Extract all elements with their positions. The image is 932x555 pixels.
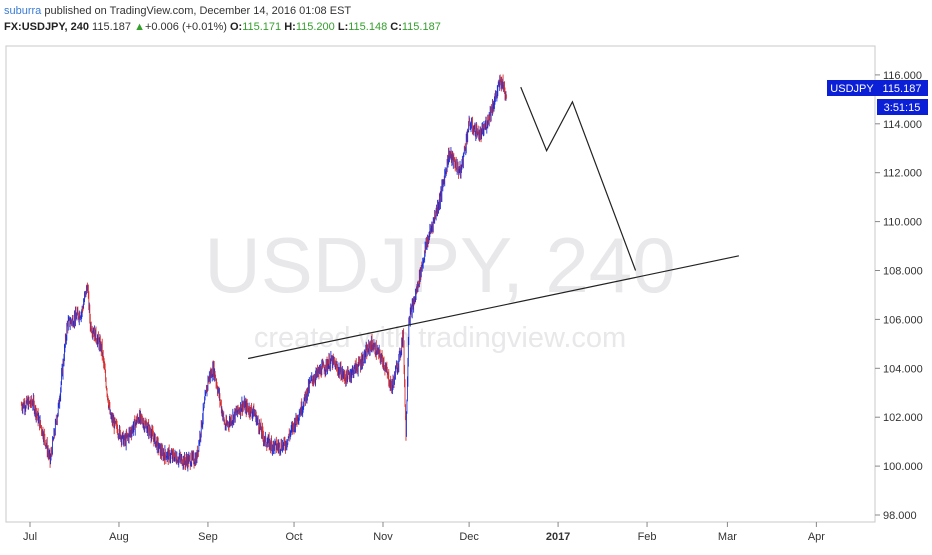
price-tag-price: 115.187 <box>883 83 922 95</box>
close-label: C: <box>390 21 402 33</box>
change-value: +0.006 (+0.01%) <box>144 21 227 33</box>
time-tick-label: Dec <box>459 531 479 543</box>
low-value: 115.148 <box>348 21 388 33</box>
time-tick-label: Mar <box>718 531 737 543</box>
high-value: 115.200 <box>295 21 335 33</box>
change-arrow-icon: ▲ <box>134 21 145 33</box>
time-tick-label: Feb <box>638 531 657 543</box>
high-label: H: <box>284 21 296 33</box>
author-link[interactable]: suburra <box>4 5 42 17</box>
time-axis[interactable]: Jul Aug Sep Oct Nov Dec 2017 Feb Mar Apr <box>23 522 825 543</box>
ohlc-line: FX:USDJPY, 240 115.187 ▲+0.006 (+0.01%) … <box>4 19 924 35</box>
projection-path[interactable] <box>520 86 637 271</box>
price-tick-label: 100.000 <box>883 461 923 473</box>
price-tag-price-box <box>877 80 928 96</box>
watermark-main: USDJPY, 240 <box>204 221 675 309</box>
time-tick-label: Apr <box>808 531 825 543</box>
price-tick-label: 104.000 <box>883 363 923 375</box>
price-tick-label: 98.000 <box>883 510 917 522</box>
price-tick-label: 108.000 <box>883 266 923 278</box>
time-tick-label: Sep <box>198 531 218 543</box>
price-tick-label: 112.000 <box>883 168 922 180</box>
price-axis[interactable]: 98.000 100.000 102.000 104.000 106.000 108.00… <box>875 70 923 522</box>
candles-layer <box>20 74 507 472</box>
last-price: 115.187 <box>92 21 131 33</box>
price-tag: USDJPY 115.187 3:51:15 <box>827 80 928 115</box>
price-tick-label: 106.000 <box>883 314 923 326</box>
price-tick-label: 116.000 <box>883 70 922 82</box>
time-tick-label: Aug <box>109 531 129 543</box>
published-text: published on TradingView.com, December 1… <box>44 5 352 17</box>
symbol-label[interactable]: FX:USDJPY, 240 <box>4 21 89 33</box>
countdown-box <box>877 99 928 115</box>
time-tick-label: Nov <box>373 531 393 543</box>
price-tick-label: 114.000 <box>883 119 922 131</box>
low-label: L: <box>337 21 349 33</box>
price-tick-label: 102.000 <box>883 412 923 424</box>
time-tick-label: Oct <box>285 531 302 543</box>
price-tag-symbol: USDJPY <box>830 83 874 95</box>
close-value: 115.187 <box>401 21 441 33</box>
open-value: 115.171 <box>242 21 282 33</box>
trendline[interactable] <box>247 255 740 360</box>
time-tick-label: 2017 <box>546 531 570 543</box>
time-tick-label: Jul <box>23 531 37 543</box>
price-tick-label: 110.000 <box>883 217 922 229</box>
annotations-layer <box>247 86 740 360</box>
open-label: O: <box>229 21 243 33</box>
price-tag-symbol-box <box>827 80 877 96</box>
countdown-text: 3:51:15 <box>884 102 921 114</box>
publish-line: suburra published on TradingView.com, De… <box>4 3 924 19</box>
watermark-sub: created with tradingview.com <box>254 322 626 354</box>
chart-header: suburra published on TradingView.com, De… <box>4 3 924 35</box>
